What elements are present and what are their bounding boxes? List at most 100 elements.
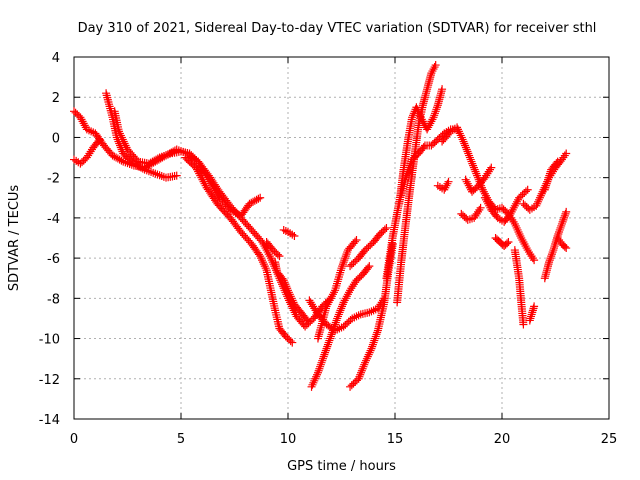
- data-point-marker: [288, 338, 297, 347]
- data-point-marker: [324, 338, 333, 347]
- data-point-marker: [310, 376, 319, 385]
- data-point-marker: [115, 129, 124, 138]
- data-point-marker: [521, 242, 530, 251]
- data-point-marker: [338, 262, 347, 271]
- data-point-marker: [462, 177, 471, 186]
- data-point-marker: [473, 173, 482, 182]
- data-point-marker: [328, 290, 337, 299]
- y-tick-label: -14: [39, 413, 60, 428]
- data-point-marker: [301, 314, 310, 323]
- data-point-marker: [94, 137, 103, 146]
- data-point-marker: [424, 123, 433, 132]
- data-point-marker: [559, 153, 568, 162]
- data-point-marker: [554, 229, 563, 238]
- data-point-marker: [443, 179, 452, 188]
- data-point-marker: [458, 135, 467, 144]
- data-point-marker: [110, 152, 119, 161]
- data-point-marker: [431, 61, 440, 70]
- data-point-marker: [528, 254, 537, 263]
- data-point-marker: [469, 161, 478, 170]
- data-point-marker: [473, 171, 482, 180]
- data-point-marker: [546, 254, 555, 263]
- data-point-marker: [117, 156, 126, 165]
- data-point-marker: [344, 288, 353, 297]
- data-point-marker: [279, 276, 288, 285]
- data-point-marker: [195, 169, 204, 178]
- data-point-marker: [286, 292, 295, 301]
- chart-grid: [74, 57, 609, 419]
- data-point-marker: [112, 153, 121, 162]
- data-point-marker: [545, 258, 554, 267]
- data-point-marker: [338, 300, 347, 309]
- data-point-marker: [512, 197, 521, 206]
- data-point-marker: [310, 304, 319, 313]
- x-tick-label: 20: [494, 432, 511, 447]
- data-point-marker: [348, 282, 357, 291]
- data-point-marker: [416, 113, 425, 122]
- data-point-marker: [549, 244, 558, 253]
- data-point-marker: [442, 181, 451, 190]
- data-point-marker: [465, 151, 474, 160]
- data-point-marker: [365, 262, 374, 271]
- data-point-marker: [380, 225, 389, 234]
- data-point-marker: [342, 250, 351, 259]
- data-point-marker: [282, 282, 291, 291]
- data-point-marker: [548, 248, 557, 257]
- data-point-marker: [431, 107, 440, 116]
- data-point-marker: [361, 358, 370, 367]
- data-point-marker: [429, 65, 438, 74]
- data-point-marker: [536, 191, 545, 200]
- data-point-marker: [511, 221, 520, 230]
- data-point-marker: [555, 227, 564, 236]
- data-point-marker: [357, 366, 366, 375]
- data-point-marker: [326, 332, 335, 341]
- data-point-marker: [509, 203, 518, 212]
- data-point-marker: [470, 165, 479, 174]
- data-point-marker: [560, 242, 569, 251]
- data-point-marker: [319, 352, 328, 361]
- data-point-marker: [364, 350, 373, 359]
- data-point-marker: [544, 173, 553, 182]
- data-point-marker: [455, 129, 464, 138]
- data-point-marker: [191, 163, 200, 172]
- data-point-marker: [559, 215, 568, 224]
- data-point-marker: [418, 117, 427, 126]
- data-point-marker: [326, 334, 335, 343]
- data-point-marker: [314, 366, 323, 375]
- data-point-marker: [119, 137, 128, 146]
- data-point-marker: [312, 372, 321, 381]
- data-point-marker: [464, 149, 473, 158]
- data-point-marker: [513, 225, 522, 234]
- data-point-marker: [342, 292, 351, 301]
- data-point-marker: [281, 280, 290, 289]
- data-point-marker: [465, 153, 474, 162]
- data-point-marker: [341, 254, 350, 263]
- data-point-marker: [229, 207, 238, 216]
- data-point-marker: [305, 296, 314, 305]
- data-point-marker: [367, 344, 376, 353]
- y-tick-label: -10: [39, 333, 60, 348]
- data-point-marker: [333, 314, 342, 323]
- data-point-marker: [135, 162, 144, 171]
- x-tick-label: 0: [70, 432, 78, 447]
- data-point-marker: [528, 308, 537, 317]
- data-point-marker: [545, 256, 554, 265]
- data-point-marker: [79, 119, 88, 128]
- data-point-marker: [311, 374, 320, 383]
- data-point-marker: [322, 302, 331, 311]
- data-point-marker: [541, 183, 550, 192]
- data-point-marker: [557, 221, 566, 230]
- data-point-marker: [440, 185, 449, 194]
- data-point-marker: [146, 158, 155, 167]
- data-point-marker: [512, 223, 521, 232]
- data-point-marker: [327, 292, 336, 301]
- y-tick-label: -12: [39, 373, 60, 388]
- data-point-marker: [557, 155, 566, 164]
- data-point-marker: [284, 288, 293, 297]
- data-point-marker: [337, 264, 346, 273]
- data-point-marker: [534, 195, 543, 204]
- data-point-marker: [335, 324, 344, 333]
- data-point-marker: [152, 155, 161, 164]
- data-point-marker: [324, 298, 333, 307]
